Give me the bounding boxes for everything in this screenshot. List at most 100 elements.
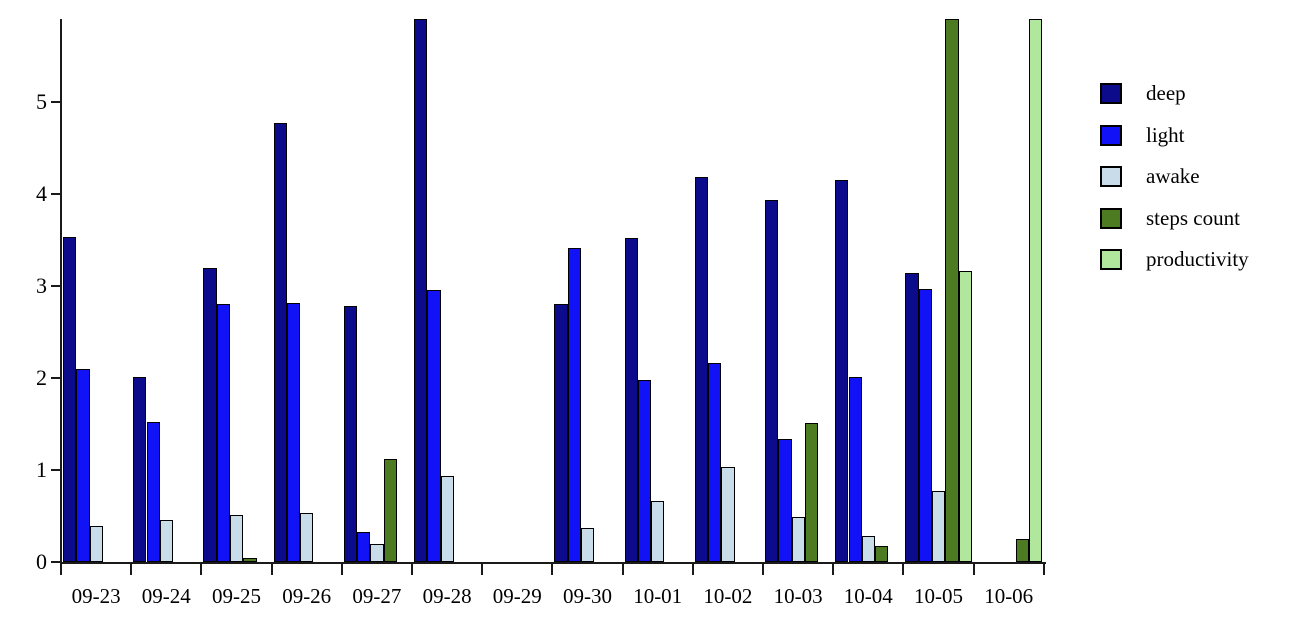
x-axis-tick bbox=[411, 562, 413, 575]
y-axis-tick-label: 0 bbox=[36, 549, 47, 574]
bar-steps-count-10-05 bbox=[945, 19, 959, 562]
bar-deep-10-03 bbox=[765, 200, 779, 562]
bar-deep-09-23 bbox=[63, 237, 77, 562]
bar-light-09-30 bbox=[567, 248, 581, 562]
x-axis-category-label: 10-04 bbox=[843, 584, 893, 608]
x-axis-category-label: 09-27 bbox=[352, 584, 402, 608]
x-axis-tick bbox=[130, 562, 133, 575]
x-axis-tick bbox=[200, 562, 203, 575]
bar-light-09-27 bbox=[357, 531, 371, 562]
y-axis-tick bbox=[51, 561, 60, 563]
x-axis-tick bbox=[1042, 562, 1045, 575]
y-axis-tick bbox=[51, 285, 60, 287]
legend-label: awake bbox=[1146, 164, 1200, 188]
y-axis-tick-label: 2 bbox=[36, 365, 47, 390]
y-axis-tick bbox=[51, 193, 60, 195]
bar-light-09-26 bbox=[286, 302, 301, 562]
legend-swatch-awake bbox=[1100, 166, 1122, 187]
bar-awake-09-30 bbox=[581, 527, 595, 562]
y-axis-tick bbox=[51, 377, 60, 379]
x-axis-category-label: 09-25 bbox=[211, 584, 261, 608]
bar-awake-10-02 bbox=[721, 467, 735, 562]
legend-label: productivity bbox=[1146, 247, 1249, 271]
x-axis-category-label: 10-06 bbox=[984, 584, 1034, 608]
legend-swatch-light bbox=[1100, 124, 1122, 146]
legend-swatch-productivity bbox=[1100, 249, 1122, 270]
x-axis-tick bbox=[902, 562, 905, 575]
x-axis-tick bbox=[551, 562, 554, 575]
bar-productivity-10-05 bbox=[958, 271, 972, 562]
legend-label: light bbox=[1146, 122, 1185, 147]
legend-swatch-steps-count bbox=[1100, 207, 1122, 229]
bar-light-09-28 bbox=[427, 289, 441, 562]
bar-productivity-10-06 bbox=[1028, 19, 1043, 562]
x-axis-tick bbox=[691, 562, 694, 575]
bar-awake-09-25 bbox=[230, 515, 244, 562]
x-axis-category-label: 09-29 bbox=[492, 584, 542, 608]
bar-deep-09-30 bbox=[554, 304, 568, 562]
bar-light-10-01 bbox=[637, 379, 652, 562]
legend-swatch-deep bbox=[1100, 83, 1122, 104]
x-axis-tick bbox=[270, 562, 273, 575]
bar-awake-10-01 bbox=[651, 501, 665, 562]
bar-steps-count-10-03 bbox=[804, 423, 819, 562]
y-axis-tick bbox=[51, 469, 60, 471]
y-axis-line bbox=[60, 19, 62, 564]
x-axis-tick bbox=[621, 562, 624, 575]
bar-awake-09-23 bbox=[89, 526, 103, 562]
bar-deep-09-26 bbox=[273, 123, 287, 562]
x-axis-category-label: 09-23 bbox=[71, 584, 121, 608]
bar-light-10-02 bbox=[708, 363, 722, 562]
bar-steps-count-10-04 bbox=[875, 546, 889, 562]
x-axis-tick bbox=[972, 562, 975, 575]
bar-deep-10-01 bbox=[624, 238, 638, 562]
legend-item-light: light bbox=[1100, 122, 1185, 147]
y-axis-tick-label: 1 bbox=[36, 457, 47, 482]
bar-awake-10-05 bbox=[932, 491, 946, 562]
x-axis-category-label: 10-03 bbox=[773, 584, 823, 608]
x-axis-category-label: 10-01 bbox=[633, 584, 683, 608]
legend-label: steps count bbox=[1146, 205, 1240, 230]
bar-light-09-24 bbox=[146, 422, 160, 562]
x-axis-category-label: 09-28 bbox=[422, 584, 472, 608]
legend-item-steps-count: steps count bbox=[1100, 205, 1240, 230]
x-axis-tick bbox=[60, 562, 62, 575]
bar-deep-10-05 bbox=[905, 273, 919, 562]
x-axis-category-label: 10-02 bbox=[703, 584, 753, 608]
bar-steps-count-10-06 bbox=[1015, 539, 1029, 562]
bar-steps-count-09-27 bbox=[383, 458, 397, 562]
x-axis-tick bbox=[340, 562, 343, 575]
legend-label: deep bbox=[1146, 81, 1186, 105]
bar-deep-09-24 bbox=[133, 377, 147, 562]
bar-awake-10-04 bbox=[861, 536, 876, 562]
y-axis-tick-label: 3 bbox=[36, 273, 47, 298]
bar-deep-09-25 bbox=[203, 267, 217, 562]
y-axis-tick bbox=[51, 101, 60, 103]
x-axis-tick bbox=[762, 562, 764, 575]
bar-light-09-23 bbox=[76, 368, 90, 562]
bar-awake-10-03 bbox=[791, 516, 805, 562]
bar-deep-10-04 bbox=[835, 180, 849, 562]
x-axis-category-label: 10-05 bbox=[913, 584, 963, 608]
legend-item-deep: deep bbox=[1100, 83, 1186, 104]
bar-deep-10-02 bbox=[694, 177, 709, 562]
y-axis-tick-label: 4 bbox=[36, 181, 47, 206]
legend-item-productivity: productivity bbox=[1100, 249, 1249, 270]
x-axis-category-label: 09-30 bbox=[562, 584, 612, 608]
bar-awake-09-24 bbox=[159, 519, 174, 562]
bar-awake-09-28 bbox=[440, 476, 454, 562]
x-axis-tick bbox=[832, 562, 835, 575]
bar-steps-count-09-25 bbox=[243, 558, 257, 562]
x-axis-tick bbox=[481, 562, 484, 575]
bar-light-10-03 bbox=[778, 438, 792, 562]
bar-awake-09-26 bbox=[300, 513, 314, 562]
x-axis-category-label: 09-24 bbox=[141, 584, 191, 608]
bar-deep-09-27 bbox=[343, 306, 358, 562]
x-axis-category-label: 09-26 bbox=[282, 584, 332, 608]
y-axis-tick-label: 5 bbox=[36, 89, 47, 114]
bar-light-10-04 bbox=[848, 377, 862, 562]
legend-item-awake: awake bbox=[1100, 166, 1200, 187]
bar-deep-09-28 bbox=[414, 19, 428, 562]
bar-light-10-05 bbox=[918, 288, 932, 562]
